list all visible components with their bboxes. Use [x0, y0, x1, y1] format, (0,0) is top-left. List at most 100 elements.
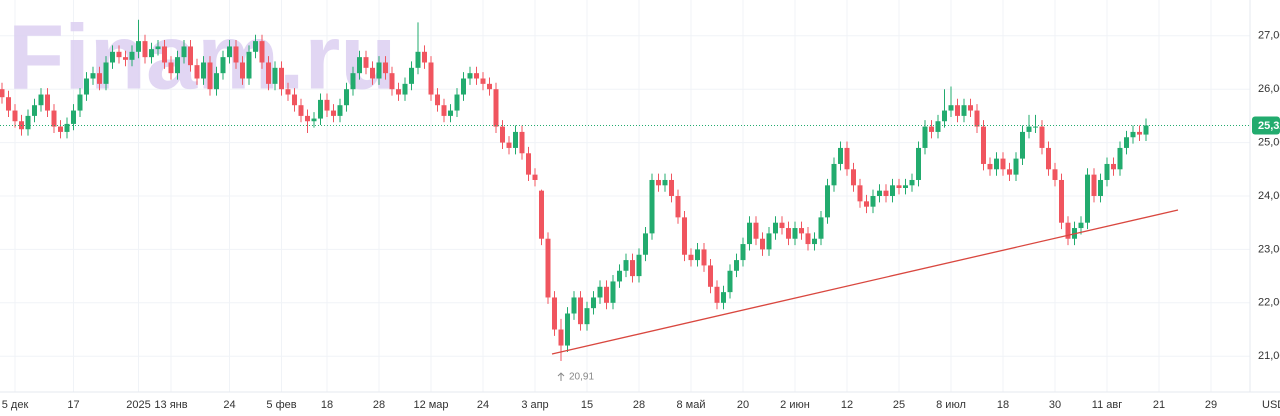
candle-body: [175, 57, 180, 74]
candle-body: [558, 329, 564, 346]
candle-body: [305, 115, 310, 122]
candle-body: [864, 201, 869, 207]
candle-body: [1007, 169, 1012, 175]
candle-body: [526, 153, 531, 175]
candle-body: [324, 99, 330, 111]
candle-body: [974, 110, 980, 127]
candle-body: [682, 217, 687, 255]
low-label: 20,91: [569, 372, 594, 383]
candle-body: [311, 118, 317, 122]
candle-body: [571, 297, 577, 314]
x-tick-label: 2025: [126, 399, 150, 411]
candle-body: [669, 179, 674, 196]
y-tick-label: 26,00: [1258, 83, 1280, 95]
candle-body: [825, 185, 830, 218]
candle-body: [727, 270, 733, 293]
candle-body: [643, 233, 648, 255]
candle-body: [942, 110, 947, 122]
candle-body: [474, 73, 479, 79]
candle-body: [12, 110, 18, 122]
candle-body: [792, 228, 798, 239]
candle-body: [799, 228, 804, 234]
y-tick-label: 21,00: [1258, 350, 1280, 362]
x-tick-label: 15: [581, 399, 593, 411]
candle-body: [1117, 147, 1123, 170]
candle-body: [1039, 126, 1045, 148]
candle-body: [981, 126, 986, 164]
candle-body: [201, 62, 206, 79]
candle-body: [214, 73, 219, 90]
candle-body: [604, 286, 609, 303]
x-tick-label: 30: [1049, 399, 1061, 411]
candle-body: [1078, 222, 1084, 229]
candle-body: [1143, 125, 1149, 135]
x-tick-label: 29: [1205, 399, 1217, 411]
y-tick-label: 24,00: [1258, 190, 1280, 202]
candle-body: [142, 41, 148, 58]
plot: [0, 19, 1149, 362]
candle-body: [656, 179, 661, 186]
candle-body: [467, 73, 473, 79]
x-tick-label: 8 май: [677, 399, 706, 411]
candle-body: [844, 147, 850, 170]
candle-body: [363, 57, 369, 68]
x-tick-label: 24: [223, 399, 235, 411]
candle-body: [955, 105, 960, 116]
candle-body: [58, 126, 63, 132]
candle-body: [890, 185, 895, 196]
candle-body: [155, 46, 161, 50]
candle-body: [1104, 163, 1110, 180]
candle-body: [747, 222, 752, 245]
candle-body: [487, 83, 492, 90]
candle-body: [708, 265, 713, 287]
candle-body: [337, 105, 343, 116]
candle-body: [435, 94, 440, 106]
candle-body: [714, 286, 720, 303]
x-tick-label: 24: [477, 399, 489, 411]
candle-body: [422, 51, 427, 63]
candle-body: [227, 46, 232, 58]
candle-body: [194, 65, 200, 79]
candle-body: [428, 62, 434, 95]
candle-body: [25, 115, 31, 130]
candle-body: [0, 89, 5, 98]
candle-body: [805, 233, 811, 245]
candle-body: [1130, 131, 1136, 138]
candle-body: [259, 41, 265, 63]
x-tick-label: 11 авг: [1092, 399, 1122, 411]
low-arrow-icon: [557, 372, 565, 382]
candle-body: [84, 78, 89, 95]
candle-body: [1046, 147, 1051, 170]
last-price-box: [1252, 116, 1280, 135]
candle-body: [344, 89, 349, 106]
candle-body: [688, 254, 694, 261]
candle-body: [402, 83, 408, 95]
candle-body: [389, 73, 395, 90]
candle-body: [38, 94, 44, 106]
candle-body: [584, 308, 590, 325]
candle-body: [500, 126, 505, 143]
candle-body: [916, 147, 921, 180]
candle-body: [409, 67, 414, 84]
candle-body: [103, 62, 109, 84]
y-tick-label: 25,00: [1258, 137, 1280, 149]
candle-body: [350, 73, 356, 90]
candle-body: [298, 105, 304, 116]
x-tick-label: 28: [633, 399, 645, 411]
candle-body: [415, 51, 421, 68]
candle-body: [1091, 174, 1097, 196]
x-tick-label: 28: [373, 399, 385, 411]
last-price-label: 25,32: [1258, 120, 1280, 132]
x-tick-label: 12: [841, 399, 853, 411]
y-tick-label: 23,00: [1258, 243, 1280, 255]
candle-body: [968, 105, 973, 111]
candle-body: [97, 73, 102, 84]
candle-body: [695, 249, 700, 261]
candle-body: [753, 222, 759, 239]
watermark: Finam.ru: [8, 6, 396, 108]
x-tick-label: 17: [67, 399, 79, 411]
candle-body: [591, 297, 596, 309]
candle-body: [240, 62, 245, 79]
candle-body: [838, 147, 843, 164]
